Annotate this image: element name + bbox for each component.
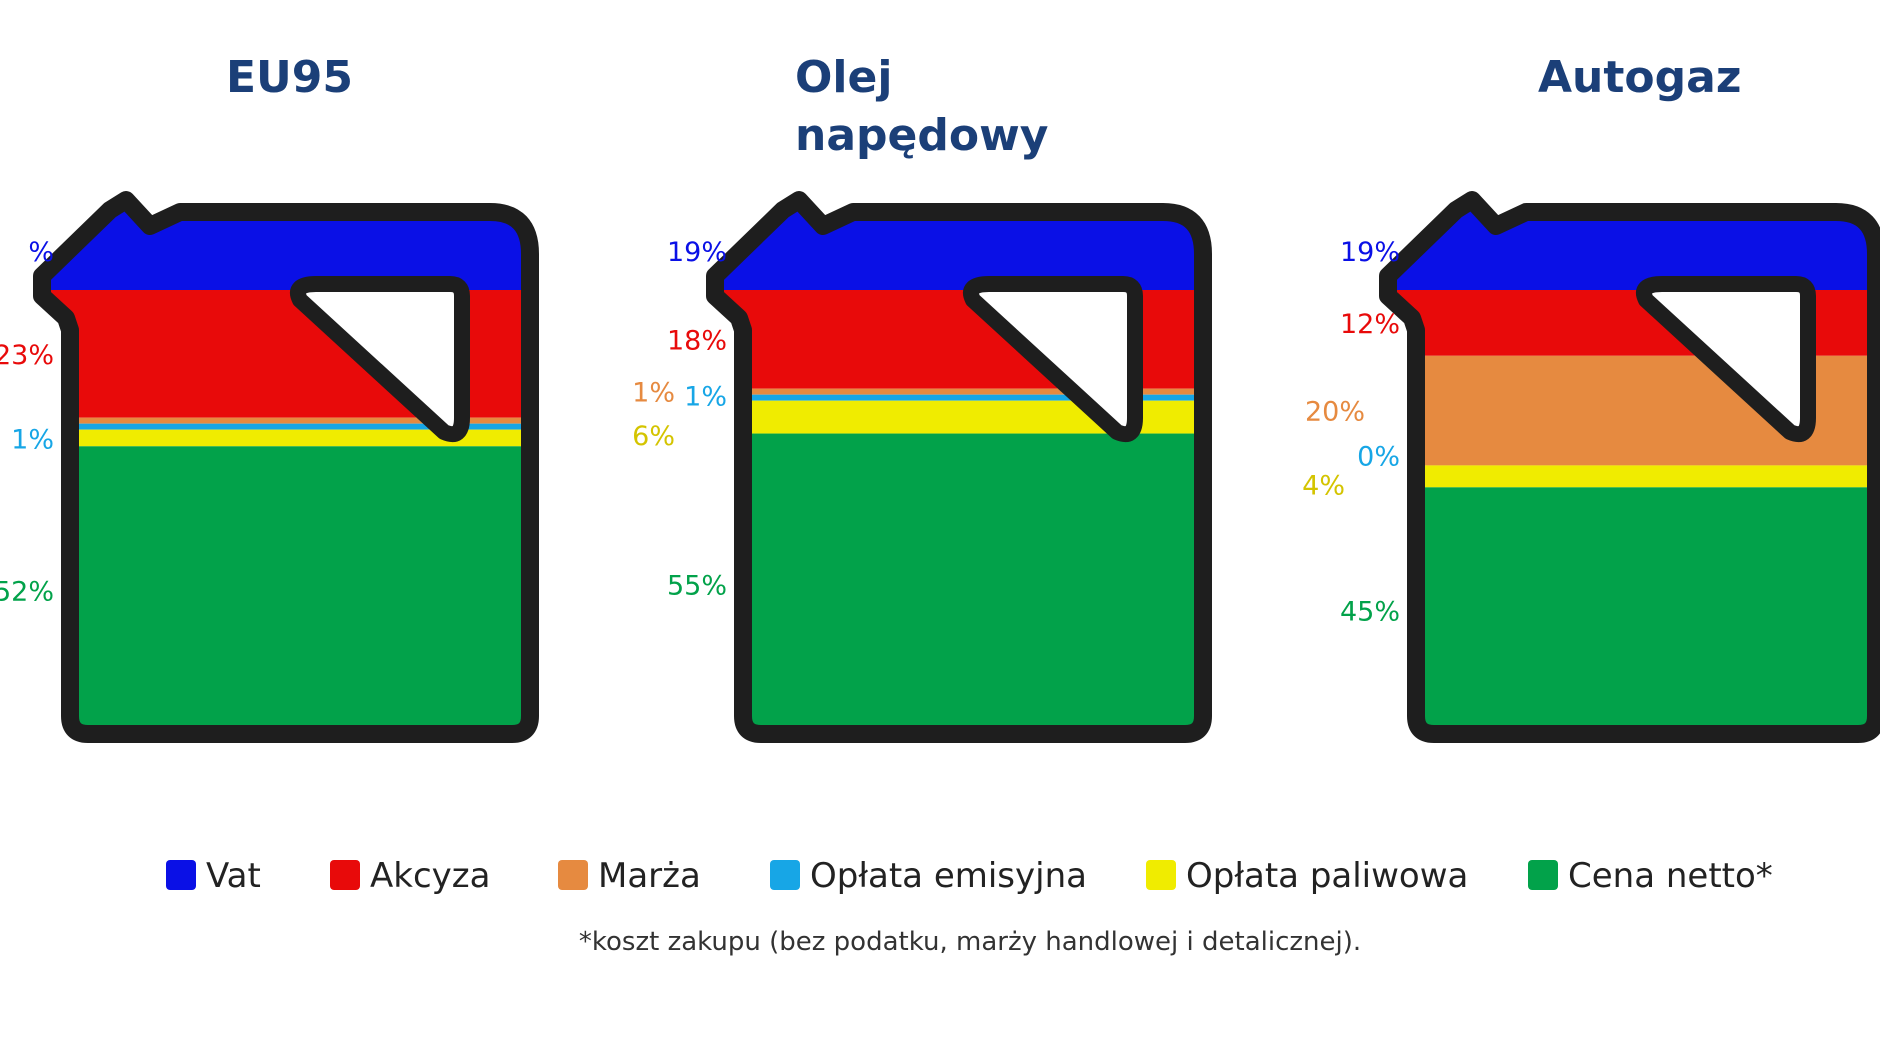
data-label-marza: 20%: [1305, 397, 1365, 428]
legend-label: Opłata emisyjna: [810, 856, 1087, 896]
segment-emisyjna: [42, 423, 530, 430]
legend-item-emisyjna: Opłata emisyjna: [770, 856, 1087, 896]
segment-paliwowa: [42, 429, 530, 447]
data-label-netto: 55%: [667, 570, 727, 601]
segment-netto: [715, 433, 1203, 734]
legend-item-vat: Vat: [166, 856, 261, 896]
segment-vat: [42, 200, 530, 290]
legend-label: Marża: [598, 856, 701, 896]
canister-chart-2: Olej napędowy 19% 18% 1% 1% 6% 55%: [632, 52, 1212, 743]
data-label-netto: 52%: [0, 577, 54, 608]
segment-akcyza: [715, 290, 1203, 389]
segment-paliwowa: [1388, 465, 1876, 488]
chart-title: Autogaz: [1538, 52, 1741, 103]
legend-label: Opłata paliwowa: [1186, 856, 1468, 896]
legend-label: Vat: [206, 856, 261, 896]
segment-vat: [715, 200, 1203, 290]
data-label-netto: 45%: [1340, 597, 1400, 628]
data-label-paliwowa: 6%: [632, 421, 675, 452]
chart-title: Olej napędowy: [795, 52, 1048, 161]
data-label-vat: 19%: [667, 237, 727, 268]
canister-outline: [706, 191, 1212, 743]
chart-title: EU95: [226, 52, 353, 103]
data-label-emisyjna: 0%: [1357, 441, 1400, 472]
segment-netto: [42, 446, 530, 734]
canister-chart-3: Autogaz 19% 12% 20% 0% 4% 45%: [1302, 52, 1880, 743]
canister-outline: [33, 191, 539, 743]
segment-vat: [1388, 200, 1876, 290]
segment-akcyza: [42, 290, 530, 418]
canister-chart-1: EU95% 23% 1% 52%: [0, 52, 539, 743]
data-label-emisyjna: 1%: [684, 382, 727, 413]
legend-label: Cena netto*: [1568, 856, 1773, 896]
footnote: *koszt zakupu (bez podatku, marży handlo…: [579, 927, 1361, 957]
segment-emisyjna: [715, 394, 1203, 401]
segment-paliwowa: [715, 400, 1203, 434]
legend-swatch: [1528, 860, 1558, 890]
data-label-akcyza: 12%: [1340, 309, 1400, 340]
data-label-vat: %: [28, 237, 54, 268]
data-label-paliwowa: 4%: [1302, 470, 1345, 501]
legend-item-akcyza: Akcyza: [330, 856, 490, 896]
data-label-marza: 1%: [632, 378, 675, 409]
legend-swatch: [558, 860, 588, 890]
data-label-akcyza: 18%: [667, 325, 727, 356]
data-label-vat: 19%: [1340, 237, 1400, 268]
canister-outline: [1379, 191, 1880, 743]
legend-swatch: [166, 860, 196, 890]
segment-netto: [1388, 487, 1876, 734]
canister-handle: [1636, 276, 1816, 443]
legend-swatch: [330, 860, 360, 890]
legend-item-marza: Marża: [558, 856, 701, 896]
legend: Vat Akcyza Marża Opłata emisyjna Opłata pali…: [166, 856, 1773, 896]
segment-marza: [42, 417, 530, 424]
legend-swatch: [770, 860, 800, 890]
data-label-akcyza: 23%: [0, 340, 54, 371]
canister-handle: [963, 276, 1143, 443]
legend-item-paliwowa: Opłata paliwowa: [1146, 856, 1468, 896]
legend-label: Akcyza: [370, 856, 490, 896]
legend-swatch: [1146, 860, 1176, 890]
legend-item-netto: Cena netto*: [1528, 856, 1773, 896]
segment-marza: [715, 388, 1203, 395]
data-label-emisyjna: 1%: [11, 425, 54, 456]
canister-handle: [290, 276, 470, 443]
